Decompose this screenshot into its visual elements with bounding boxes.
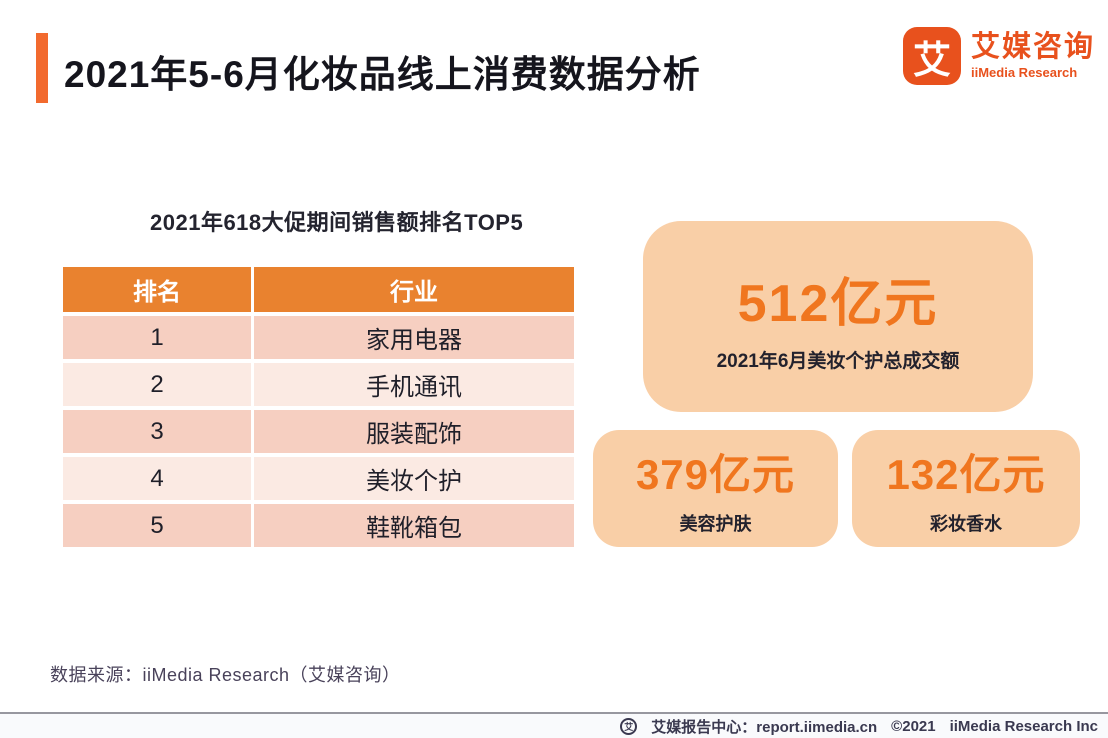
stat-label-total: 2021年6月美妆个护总成交额: [716, 350, 960, 372]
report-center-icon: 艾: [620, 718, 638, 735]
table-title: 2021年618大促期间销售额排名TOP5: [150, 210, 524, 235]
table-header-row: 排名 行业: [63, 267, 574, 312]
brand-logo-text: 艾媒咨询 iiMedia Research: [971, 30, 1096, 80]
rank-cell: 1: [63, 316, 254, 359]
title-accent-bar: [36, 33, 48, 103]
industry-cell: 美妆个护: [254, 457, 574, 500]
table-row: 4 美妆个护: [63, 457, 574, 500]
stat-card-makeup: 132亿元 彩妆香水: [852, 430, 1080, 547]
column-header-industry: 行业: [390, 279, 438, 306]
iimedia-logo-icon: 艾: [903, 27, 961, 85]
rank-cell: 5: [63, 504, 254, 547]
footer: 艾 艾媒报告中心：report.iimedia.cn ©2021 iiMedia…: [620, 716, 1098, 737]
column-header-rank: 排名: [63, 267, 254, 312]
rank-cell: 4: [63, 457, 254, 500]
brand-name-en: iiMedia Research: [971, 64, 1078, 80]
brand-name-cn: 艾媒咨询: [971, 30, 1096, 63]
stat-value-makeup: 132亿元: [886, 451, 1046, 498]
stat-label-skincare: 美容护肤: [679, 514, 752, 534]
table-row: 5 鞋靴箱包: [63, 504, 574, 547]
industry-cell: 手机通讯: [254, 363, 574, 406]
stat-label-makeup: 彩妆香水: [930, 514, 1002, 534]
footer-company: iiMedia Research Inc: [949, 718, 1098, 735]
table-row: 1 家用电器: [63, 316, 574, 359]
industry-cell: 服装配饰: [254, 410, 574, 453]
table-row: 2 手机通讯: [63, 363, 574, 406]
stat-value-total: 512亿元: [737, 274, 939, 333]
source-note: 数据来源：iiMedia Research（艾媒咨询）: [50, 665, 401, 685]
stat-value-skincare: 379亿元: [635, 451, 796, 498]
brand-logo: 艾 艾媒咨询 iiMedia Research: [903, 27, 1095, 85]
stat-card-total-gmv: 512亿元 2021年6月美妆个护总成交额: [643, 221, 1033, 412]
rank-cell: 3: [63, 410, 254, 453]
footer-copyright: ©2021: [891, 718, 936, 735]
rank-cell: 2: [63, 363, 254, 406]
stat-card-skincare: 379亿元 美容护肤: [593, 430, 838, 547]
industry-cell: 家用电器: [254, 316, 574, 359]
footer-divider: [0, 712, 1108, 738]
industry-cell: 鞋靴箱包: [254, 504, 574, 547]
table-row: 3 服装配饰: [63, 410, 574, 453]
rank-table: 排名 行业 1 家用电器 2 手机通讯 3 服装配饰 4 美妆个护 5 鞋靴箱包: [63, 267, 574, 547]
page-title: 2021年5-6月化妆品线上消费数据分析: [64, 54, 701, 95]
footer-report-center: 艾媒报告中心：report.iimedia.cn: [651, 719, 878, 736]
